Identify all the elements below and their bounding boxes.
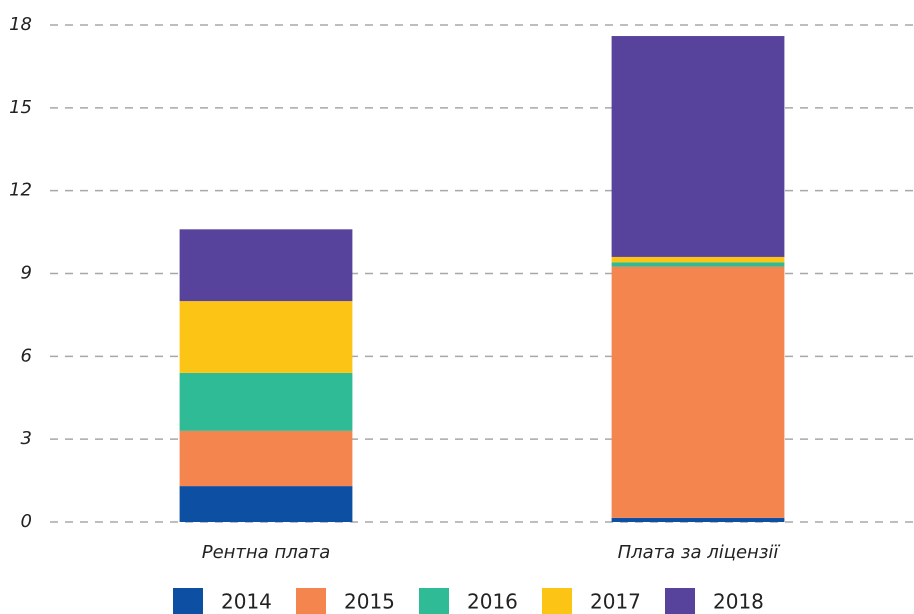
y-tick-label: 18 — [9, 14, 32, 35]
bar-segment — [179, 372, 353, 431]
x-tick-label: Рентна плата — [202, 542, 331, 563]
y-tick-label: 0 — [21, 511, 32, 532]
legend-label: 2015 — [344, 590, 395, 614]
y-tick-label: 12 — [9, 180, 32, 201]
bar-segment — [611, 256, 785, 263]
bar-segment — [179, 229, 353, 302]
legend-label: 2018 — [713, 590, 764, 614]
bar-segment — [179, 486, 353, 522]
legend-label: 2014 — [221, 590, 272, 614]
y-tick-label: 9 — [21, 263, 32, 284]
y-tick-label: 3 — [21, 428, 32, 449]
x-tick-label: Плата за ліцензії — [618, 542, 781, 563]
legend-swatch — [296, 588, 326, 614]
legend-swatch — [173, 588, 203, 614]
bar-segment — [611, 266, 785, 518]
bar-segment — [611, 517, 785, 522]
legend-swatch — [542, 588, 572, 614]
y-tick-label: 6 — [21, 345, 32, 366]
legend-label: 2016 — [467, 590, 518, 614]
bar-segment — [179, 430, 353, 487]
bar-segment — [179, 301, 353, 373]
y-tick-label: 15 — [9, 97, 32, 118]
legend-swatch — [665, 588, 695, 614]
legend-swatch — [419, 588, 449, 614]
bar-segment — [611, 262, 785, 267]
bar-segment — [611, 36, 785, 257]
legend-label: 2017 — [590, 590, 641, 614]
